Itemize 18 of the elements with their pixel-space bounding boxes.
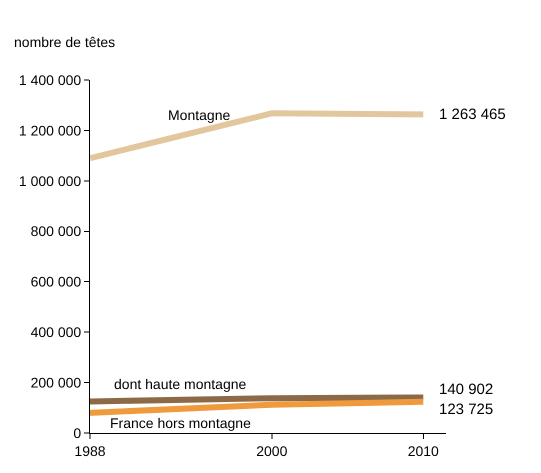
data-label: 1 263 465 [439,106,506,123]
y-tick-label: 1 400 000 [18,72,82,88]
series-label: dont haute montagne [114,376,247,392]
data-label: 123 725 [439,401,494,418]
y-tick-label: 1 000 000 [18,172,82,189]
x-tick-label: 2000 [256,442,288,459]
series-label: France hors montagne [110,415,252,431]
x-tick-label: 2010 [408,442,440,459]
series-label: Montagne [168,107,230,123]
y-tick-label: 600 000 [30,274,82,290]
y-tick-label: 200 000 [30,374,82,390]
x-tick-label: 1988 [74,442,106,459]
y-tick-label: 800 000 [30,223,82,240]
y-tick-label: 1 200 000 [18,122,82,138]
y-tick-label: 400 000 [30,324,82,340]
data-label: 140 902 [439,381,494,398]
y-tick-label: 0 [73,424,82,441]
y-axis-title: nombre de têtes [14,34,116,50]
